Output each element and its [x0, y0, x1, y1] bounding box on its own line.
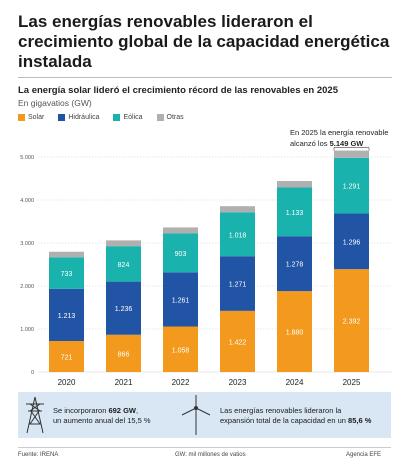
info-new-capacity: Se incorporaron 692 GW, un aumento anual… — [53, 406, 173, 426]
x-tick-label: 2024 — [286, 378, 304, 387]
transmission-tower-icon — [26, 396, 44, 434]
x-tick-label: 2021 — [115, 378, 133, 387]
annotation-line1: En 2025 la energía renovable — [290, 128, 388, 137]
data-label-solar: 866 — [118, 351, 130, 358]
legend-swatch-hidraulica — [58, 114, 66, 121]
data-label-eolica: 824 — [118, 262, 130, 269]
wind-turbine-icon — [181, 395, 211, 435]
footer-agency: Agencia EFE — [346, 452, 382, 458]
data-label-hidraulica: 1.271 — [229, 282, 247, 289]
legend-item-hidraulica: Hidráulica — [58, 114, 99, 121]
legend-label-solar: Solar — [28, 114, 45, 121]
bar-segment-solar — [277, 291, 312, 372]
bar-segment-eolica — [49, 257, 84, 289]
data-label-hidraulica: 1.296 — [343, 239, 361, 246]
bar-segment-otras — [277, 181, 312, 188]
data-label-hidraulica: 1.213 — [58, 313, 76, 320]
bar-segment-solar — [334, 269, 369, 372]
footer-divider — [18, 447, 391, 448]
bar-segment-otras — [334, 150, 369, 158]
x-tick-label: 2020 — [58, 378, 76, 387]
bar-segment-solar — [106, 334, 141, 372]
info-left-prefix: Se incorporaron — [53, 406, 107, 415]
y-tick-label: 5.000 — [20, 155, 34, 161]
y-tick-label: 2.000 — [20, 284, 34, 290]
footer-note: GW: mil millones de vatios — [175, 452, 246, 458]
bar-segment-hidraulica — [163, 272, 198, 327]
bar-segment-eolica — [220, 212, 255, 257]
bar-segment-eolica — [334, 157, 369, 214]
info-renewables-share: Las energías renovables lideraron la exp… — [220, 406, 390, 426]
x-tick-label: 2022 — [172, 378, 190, 387]
info-right-line1: Las energías renovables lideraron la — [220, 406, 342, 415]
bar-segment-eolica — [277, 187, 312, 237]
bar-segment-otras — [220, 206, 255, 213]
y-tick-label: 3.000 — [20, 241, 34, 247]
data-label-solar: 721 — [61, 354, 73, 361]
legend-swatch-solar — [18, 114, 25, 121]
bar-segment-otras — [163, 227, 198, 234]
data-label-solar: 1.880 — [286, 330, 304, 337]
legend-item-otras: Otras — [156, 114, 184, 121]
chart-subtitle: La energía solar lideró el crecimiento r… — [18, 85, 338, 96]
legend-label-eolica: Eólica — [123, 114, 143, 121]
bar-segment-otras — [106, 240, 141, 247]
info-left-line2: un aumento anual del 15,5 % — [53, 416, 151, 425]
info-right-line2: expansión total de la capacidad en un — [220, 416, 346, 425]
bar-segment-otras — [49, 251, 84, 258]
bar-segment-hidraulica — [334, 213, 369, 270]
data-label-solar: 1.058 — [172, 347, 190, 354]
x-tick-label: 2023 — [229, 378, 247, 387]
x-tick-label: 2025 — [343, 378, 361, 387]
y-tick-label: 0 — [31, 370, 34, 376]
y-tick-label: 1.000 — [20, 327, 34, 333]
unit-label: En gigavatios (GW) — [18, 98, 92, 108]
info-left-value: 692 GW — [108, 406, 136, 415]
bar-segment-solar — [49, 340, 84, 372]
bar-segment-eolica — [106, 246, 141, 282]
bar-segment-hidraulica — [277, 236, 312, 292]
data-label-eolica: 733 — [61, 271, 73, 278]
annotation-line2: alcanzó los 5.149 GW — [290, 139, 364, 148]
bar-segment-hidraulica — [49, 288, 84, 341]
bar-segment-hidraulica — [106, 281, 141, 335]
legend-item-eolica: Eólica — [113, 114, 143, 121]
data-label-eolica: 1.291 — [343, 184, 361, 191]
data-label-eolica: 1.018 — [229, 232, 247, 239]
data-label-hidraulica: 1.278 — [286, 262, 304, 269]
data-label-hidraulica: 1.261 — [172, 297, 190, 304]
chart-title: Las energías renovables lideraron el cre… — [18, 12, 390, 71]
info-left-suffix: , — [135, 406, 139, 415]
data-label-solar: 2.392 — [343, 319, 361, 326]
legend-swatch-eolica — [113, 114, 121, 121]
legend-label-otras: Otras — [166, 114, 184, 121]
legend-label-hidraulica: Hidráulica — [68, 114, 100, 121]
legend-swatch-otras — [156, 114, 164, 121]
legend: Solar Hidráulica Eólica Otras — [18, 114, 184, 121]
bar-segment-eolica — [163, 233, 198, 273]
data-label-solar: 1.422 — [229, 339, 247, 346]
data-label-eolica: 903 — [175, 251, 187, 258]
bar-segment-hidraulica — [220, 256, 255, 311]
info-bar — [18, 392, 391, 438]
y-tick-label: 4.000 — [20, 198, 34, 204]
legend-item-solar: Solar — [18, 114, 44, 121]
data-label-eolica: 1.133 — [286, 210, 304, 217]
info-right-value: 85,6 % — [348, 416, 372, 425]
bar-segment-solar — [220, 310, 255, 372]
bar-segment-solar — [163, 326, 198, 372]
data-label-hidraulica: 1.236 — [115, 306, 133, 313]
title-divider — [18, 77, 392, 78]
footer-source: Fuente: IRENA — [18, 452, 59, 458]
